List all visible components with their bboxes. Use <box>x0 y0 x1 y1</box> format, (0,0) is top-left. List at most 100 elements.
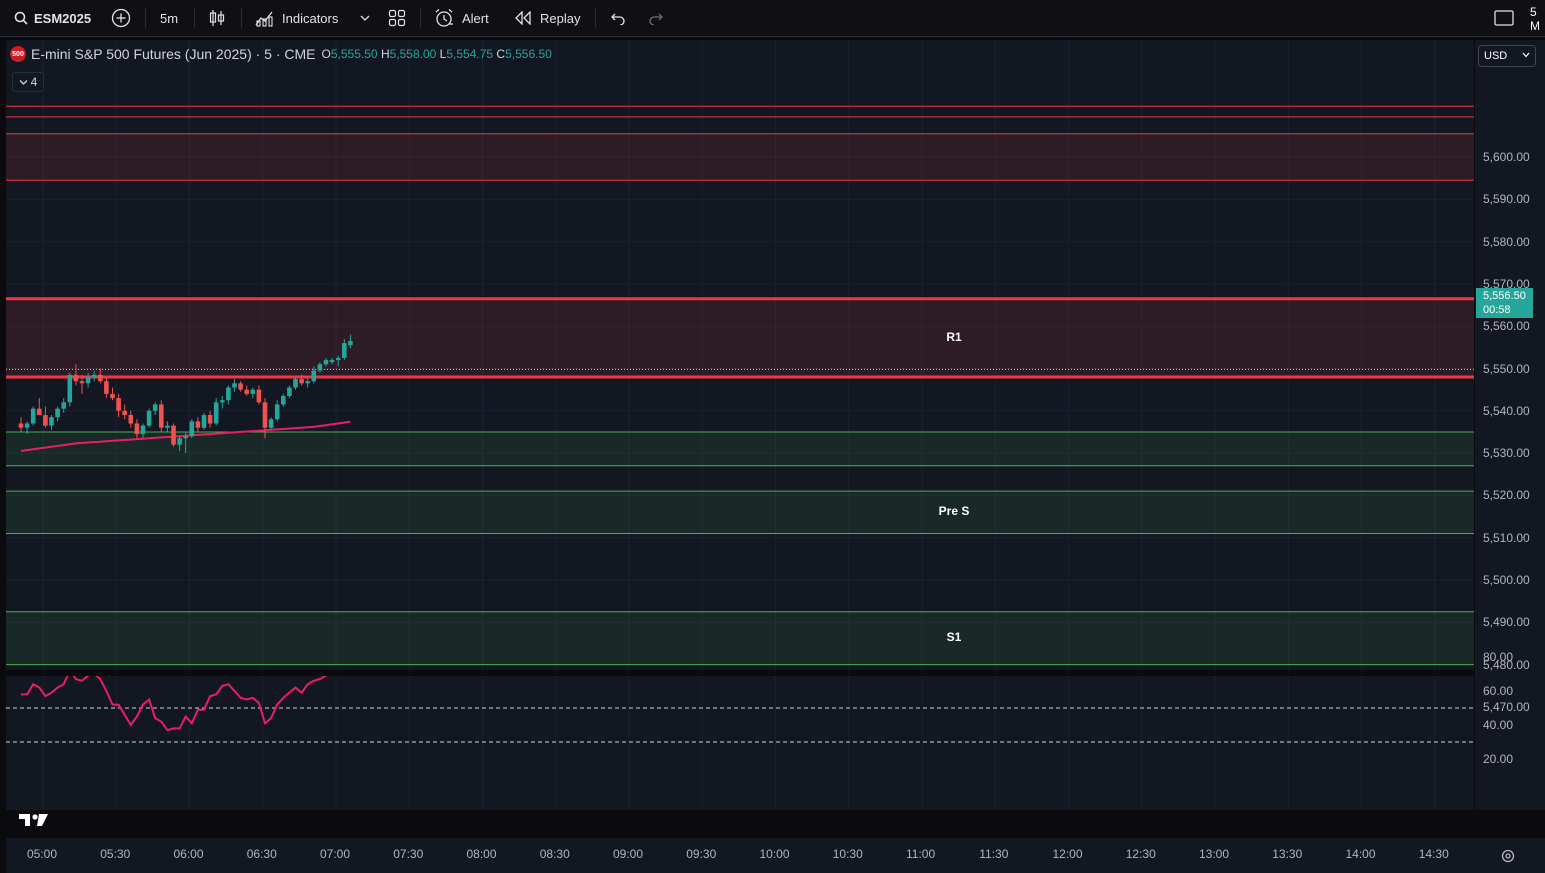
candle-body <box>268 419 274 428</box>
candle <box>250 387 256 399</box>
candle-body <box>49 417 54 426</box>
candle-body <box>311 370 317 382</box>
candle <box>18 417 24 432</box>
candle <box>159 400 164 432</box>
candle <box>268 417 274 430</box>
price-tick-label: 5,530.00 <box>1483 446 1530 461</box>
time-tick-label: 06:30 <box>246 847 277 861</box>
time-tick-label: 05:30 <box>100 847 131 861</box>
price-tick-label: 5,540.00 <box>1483 403 1530 418</box>
candle-body <box>183 436 188 439</box>
time-tick-label: 09:00 <box>613 847 644 861</box>
time-tick-label: 12:30 <box>1125 847 1156 861</box>
candle-body <box>195 421 201 428</box>
candle-body <box>317 364 323 371</box>
candle-body <box>348 341 353 346</box>
candle <box>110 387 115 401</box>
indicators-dropdown[interactable] <box>360 0 370 36</box>
legend-title: E-mini S&P 500 Futures (Jun 2025) · 5 · … <box>31 46 316 62</box>
low-key: L <box>439 47 447 61</box>
settings-gear-icon[interactable] <box>1500 848 1516 869</box>
time-tick-label: 13:00 <box>1199 847 1230 861</box>
rsi-chart[interactable] <box>6 676 1474 810</box>
time-axis[interactable]: 05:00 05:30 06:00 06:30 07:00 07:30 08:00 08:30… <box>6 838 1545 873</box>
candle <box>91 370 97 382</box>
candle <box>61 398 66 413</box>
currency-label: USD <box>1484 50 1508 62</box>
sp500-logo: 500 <box>10 46 26 62</box>
candle <box>134 419 140 439</box>
candle-body <box>274 404 280 420</box>
alert-button[interactable]: Alert <box>434 0 489 36</box>
candle-body <box>299 379 304 384</box>
candle <box>122 404 127 420</box>
candle-body <box>122 410 127 416</box>
candle-body <box>24 423 30 428</box>
time-tick-label: 08:30 <box>539 847 570 861</box>
rsi-tick-label: 60.00 <box>1483 684 1514 698</box>
candle-body <box>305 381 310 384</box>
indicators-button[interactable]: Indicators <box>255 0 338 36</box>
time-tick-label: 10:30 <box>832 847 863 861</box>
rsi-tick-label: 80.00 <box>1483 650 1514 664</box>
time-tick-label: 11:00 <box>906 847 936 861</box>
chart-pane[interactable]: R1 Pre S S1 <box>6 40 1474 670</box>
candle-body <box>323 360 329 365</box>
symbol-search-button[interactable]: ESM2025 <box>14 0 91 36</box>
candle <box>238 381 243 392</box>
candle-body <box>262 402 268 428</box>
legend-collapse-button[interactable]: 4 <box>12 72 44 92</box>
layouts-button[interactable] <box>388 0 406 36</box>
candle <box>73 364 79 386</box>
undo-button[interactable] <box>610 0 626 36</box>
candle-body <box>201 415 207 428</box>
rewind-icon <box>514 11 532 25</box>
currency-selector[interactable]: USD <box>1478 45 1536 67</box>
price-tick-label: 5,500.00 <box>1483 573 1530 587</box>
candle-body <box>67 374 73 403</box>
open-value: 5,555.50 <box>330 47 378 61</box>
price-axis[interactable]: 5,600.00 5,590.00 5,580.00 5,570.00 5,560.00… <box>1475 40 1545 810</box>
candle-body <box>293 379 298 388</box>
replay-button[interactable]: Replay <box>514 0 580 36</box>
zone-fill <box>6 491 1474 534</box>
zone-r1 <box>6 297 1474 379</box>
candle <box>24 421 30 435</box>
redo-button[interactable] <box>648 0 664 36</box>
chevron-down-icon <box>360 14 370 22</box>
high-value: 5,558.00 <box>389 47 437 61</box>
tradingview-logo-icon[interactable] <box>18 812 50 833</box>
price-tick-label: 5,580.00 <box>1483 234 1530 249</box>
time-tick-label: 06:00 <box>173 847 204 861</box>
bar-countdown: 00:58 <box>1483 304 1511 316</box>
legend-ohlc: O5,555.50 H5,558.00 L5,554.75 C5,556.50 <box>322 47 552 61</box>
candle <box>177 436 182 451</box>
candle-body <box>79 381 85 384</box>
compare-add-button[interactable] <box>111 0 131 36</box>
top-toolbar: ESM2025 5m Indicators Alert <box>0 0 1545 37</box>
candle-body <box>226 387 231 401</box>
chart-type-button[interactable] <box>208 0 226 36</box>
candle <box>79 374 85 394</box>
fullscreen-button[interactable] <box>1494 0 1514 36</box>
rsi-line <box>21 676 328 732</box>
indicators-label: Indicators <box>282 10 339 26</box>
rsi-pane[interactable] <box>6 676 1474 810</box>
price-chart[interactable] <box>6 40 1474 670</box>
price-tick-label: 5,490.00 <box>1483 615 1530 630</box>
price-tick-label: 5,550.00 <box>1483 361 1530 376</box>
interval-button[interactable]: 5m <box>160 0 178 36</box>
candle <box>171 423 176 447</box>
candle-body <box>55 408 60 418</box>
candle-body <box>98 374 103 382</box>
candle <box>262 398 268 439</box>
symbol-name: ESM2025 <box>34 10 92 26</box>
candle-body <box>85 376 91 384</box>
rsi-tick-label: 20.00 <box>1483 752 1514 766</box>
candle-body <box>287 387 292 396</box>
candle-body <box>91 374 97 377</box>
candle-body <box>220 400 225 403</box>
candle <box>104 376 109 399</box>
candle <box>140 423 146 439</box>
candle <box>146 408 152 428</box>
